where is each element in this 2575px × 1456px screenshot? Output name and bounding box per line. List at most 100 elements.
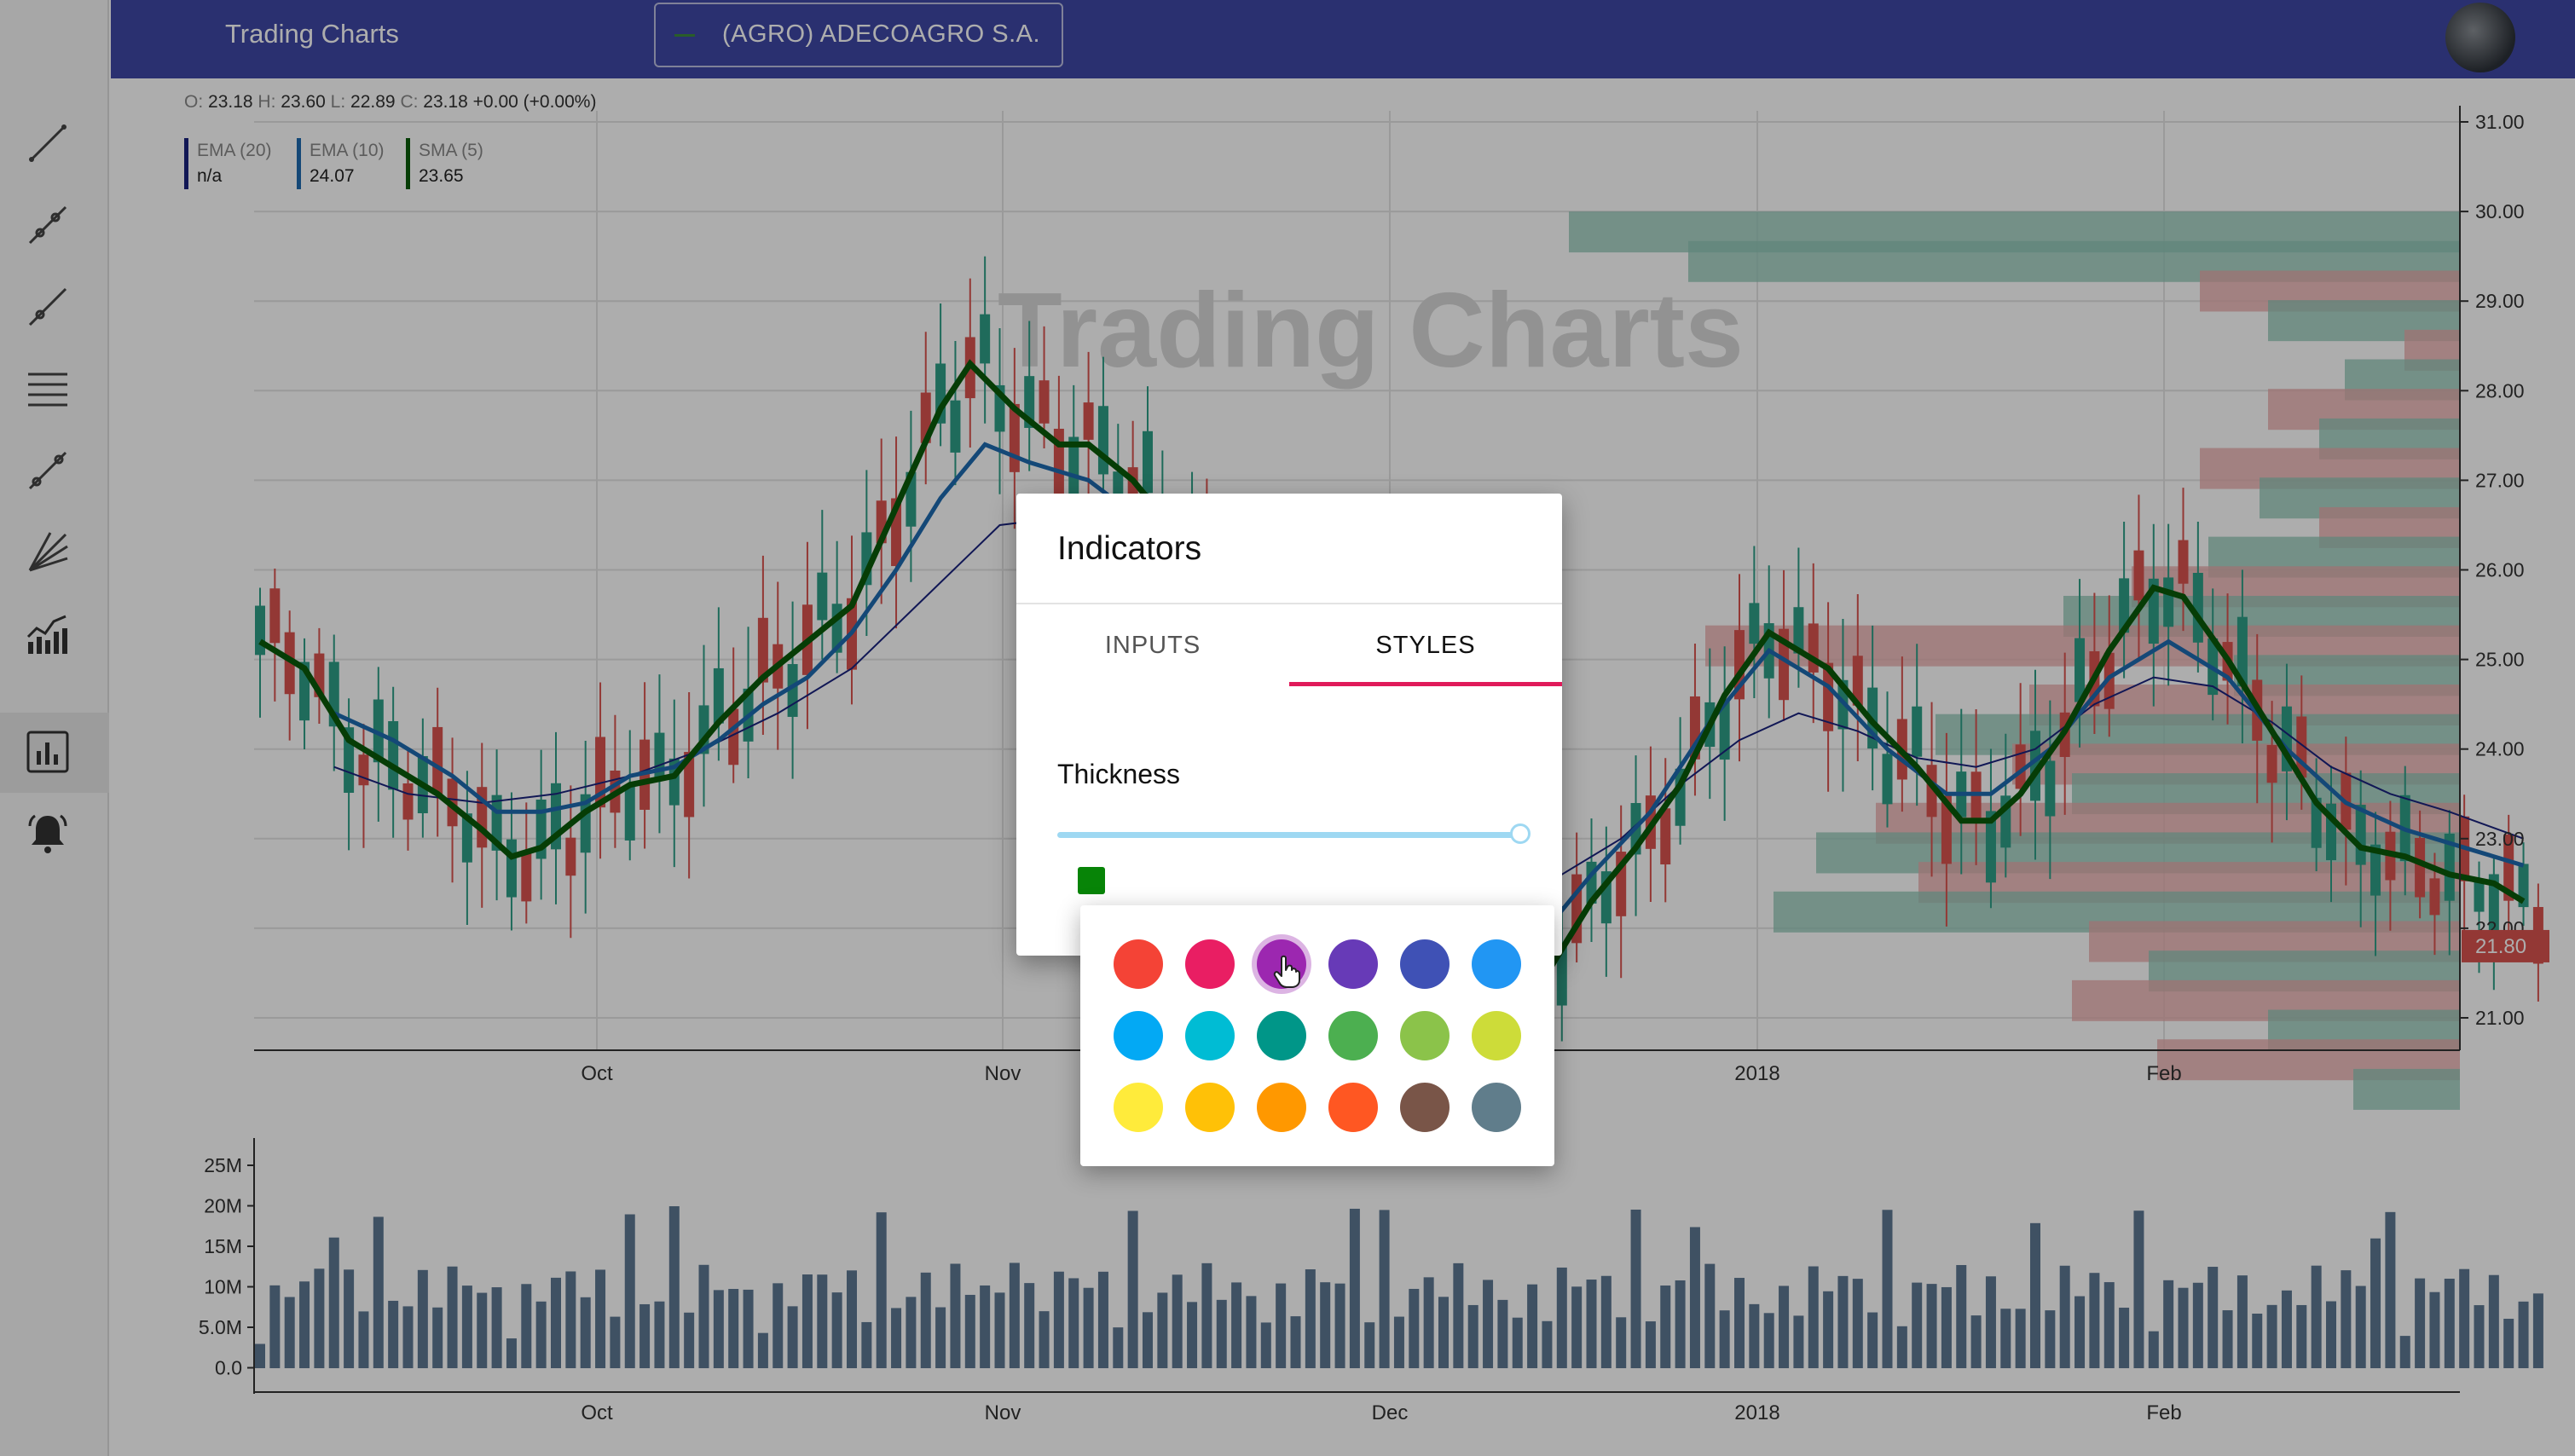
color-option-8[interactable] (1257, 1011, 1306, 1060)
color-option-0[interactable] (1114, 939, 1163, 989)
volume-bar (535, 1301, 547, 1368)
candle (2030, 731, 2040, 801)
candle (2444, 833, 2455, 901)
volume-bar (2000, 1309, 2011, 1368)
symbol-selector[interactable] (654, 3, 1063, 67)
color-option-12[interactable] (1114, 1083, 1163, 1132)
volume-bar (1083, 1287, 1094, 1368)
volume-bar (2015, 1309, 2026, 1368)
color-option-3[interactable] (1328, 939, 1378, 989)
volume-tick-label: 0.0 (215, 1357, 242, 1379)
volume-bar (2474, 1305, 2485, 1368)
indicators-icon[interactable] (20, 607, 75, 662)
color-option-10[interactable] (1400, 1011, 1450, 1060)
fan-tool-icon[interactable] (20, 525, 75, 580)
volume-bar (506, 1338, 517, 1368)
price-tick-label: 30.00 (2475, 200, 2525, 222)
volume-bar (831, 1292, 842, 1368)
color-option-7[interactable] (1185, 1011, 1235, 1060)
app-title: Trading Charts (225, 19, 399, 49)
app-header (111, 0, 2575, 78)
chart-watermark: Trading Charts (998, 272, 1744, 390)
volume-bar (2103, 1282, 2115, 1368)
legend-ema20[interactable]: EMA (20) n/a (184, 138, 272, 189)
volume-bar (1556, 1267, 1567, 1368)
volume-bar (1837, 1275, 1849, 1368)
thickness-slider-handle[interactable] (1510, 823, 1531, 844)
volume-bar (757, 1332, 768, 1368)
user-avatar[interactable] (2445, 3, 2515, 72)
volume-bar (935, 1307, 946, 1368)
volume-bar (580, 1297, 591, 1368)
color-option-13[interactable] (1185, 1083, 1235, 1132)
volume-bar (713, 1290, 724, 1368)
price-tick-label: 23.00 (2475, 828, 2525, 850)
volume-bar (1675, 1280, 1686, 1368)
tab-inputs[interactable]: INPUTS (1104, 631, 1201, 659)
candle (2015, 744, 2026, 789)
volume-bar (876, 1212, 887, 1368)
color-swatch-button[interactable] (1078, 867, 1105, 894)
candle (1556, 946, 1567, 1006)
volume-time-tick-label: 2018 (1734, 1401, 1779, 1424)
color-option-14[interactable] (1257, 1083, 1306, 1132)
line-tool-icon[interactable] (20, 116, 75, 170)
volume-bar (432, 1307, 443, 1368)
color-option-9[interactable] (1328, 1011, 1378, 1060)
color-option-15[interactable] (1328, 1083, 1378, 1132)
volume-bar (2459, 1268, 2470, 1368)
volume-bar (417, 1269, 428, 1368)
volume-bar (2326, 1301, 2336, 1368)
trend-channel-tool-icon[interactable] (20, 443, 75, 498)
candle (1143, 430, 1153, 494)
color-option-16[interactable] (1400, 1083, 1450, 1132)
color-option-17[interactable] (1472, 1083, 1521, 1132)
candle (1039, 380, 1050, 424)
volume-bar (2148, 1331, 2159, 1368)
volume-time-tick-label: Dec (1372, 1401, 1409, 1424)
volume-bar (2074, 1296, 2086, 1368)
chart-type-icon[interactable] (20, 725, 75, 779)
legend-sma5[interactable]: SMA (5) 23.65 (406, 138, 483, 189)
color-option-5[interactable] (1472, 939, 1521, 989)
alerts-icon[interactable] (20, 806, 75, 861)
color-option-4[interactable] (1400, 939, 1450, 989)
volume-bar (817, 1274, 828, 1368)
horizontal-lines-tool-icon[interactable] (20, 361, 75, 416)
volume-bar (1970, 1315, 1982, 1368)
color-option-6[interactable] (1114, 1011, 1163, 1060)
volume-bar (1497, 1299, 1508, 1368)
volume-bar (269, 1285, 281, 1368)
volume-bar (1660, 1286, 1671, 1368)
color-option-11[interactable] (1472, 1011, 1521, 1060)
volume-bar (1246, 1296, 1257, 1368)
volume-bar (2222, 1310, 2233, 1368)
volume-bar (1793, 1315, 1804, 1368)
extended-line-tool-icon[interactable] (20, 280, 75, 334)
candle (2488, 874, 2499, 939)
volume-bar (461, 1286, 472, 1368)
ray-tool-icon[interactable] (20, 198, 75, 252)
thickness-slider[interactable] (1057, 832, 1520, 838)
volume-bar (1823, 1291, 1834, 1368)
volume-bar (2488, 1274, 2499, 1368)
candle (1985, 811, 1996, 883)
volume-bar (847, 1270, 857, 1368)
volume-bar (684, 1312, 695, 1368)
last-price-badge (2462, 929, 2549, 962)
volume-bar (2341, 1270, 2352, 1368)
volume-bar (2503, 1319, 2514, 1368)
volume-bar (1527, 1284, 1538, 1368)
time-tick-label: Feb (2146, 1062, 2181, 1085)
volume-bar (2133, 1210, 2144, 1368)
color-option-1[interactable] (1185, 939, 1235, 989)
candle (2119, 578, 2130, 633)
volume-bar (2252, 1313, 2263, 1368)
volume-bar (639, 1303, 651, 1368)
tab-styles[interactable]: STYLES (1375, 631, 1476, 659)
price-tick-label: 24.00 (2475, 738, 2525, 760)
volume-bar (2059, 1265, 2070, 1368)
volume-bar (2266, 1304, 2277, 1368)
legend-ema10[interactable]: EMA (10) 24.07 (297, 138, 385, 189)
volume-bar (772, 1283, 784, 1368)
